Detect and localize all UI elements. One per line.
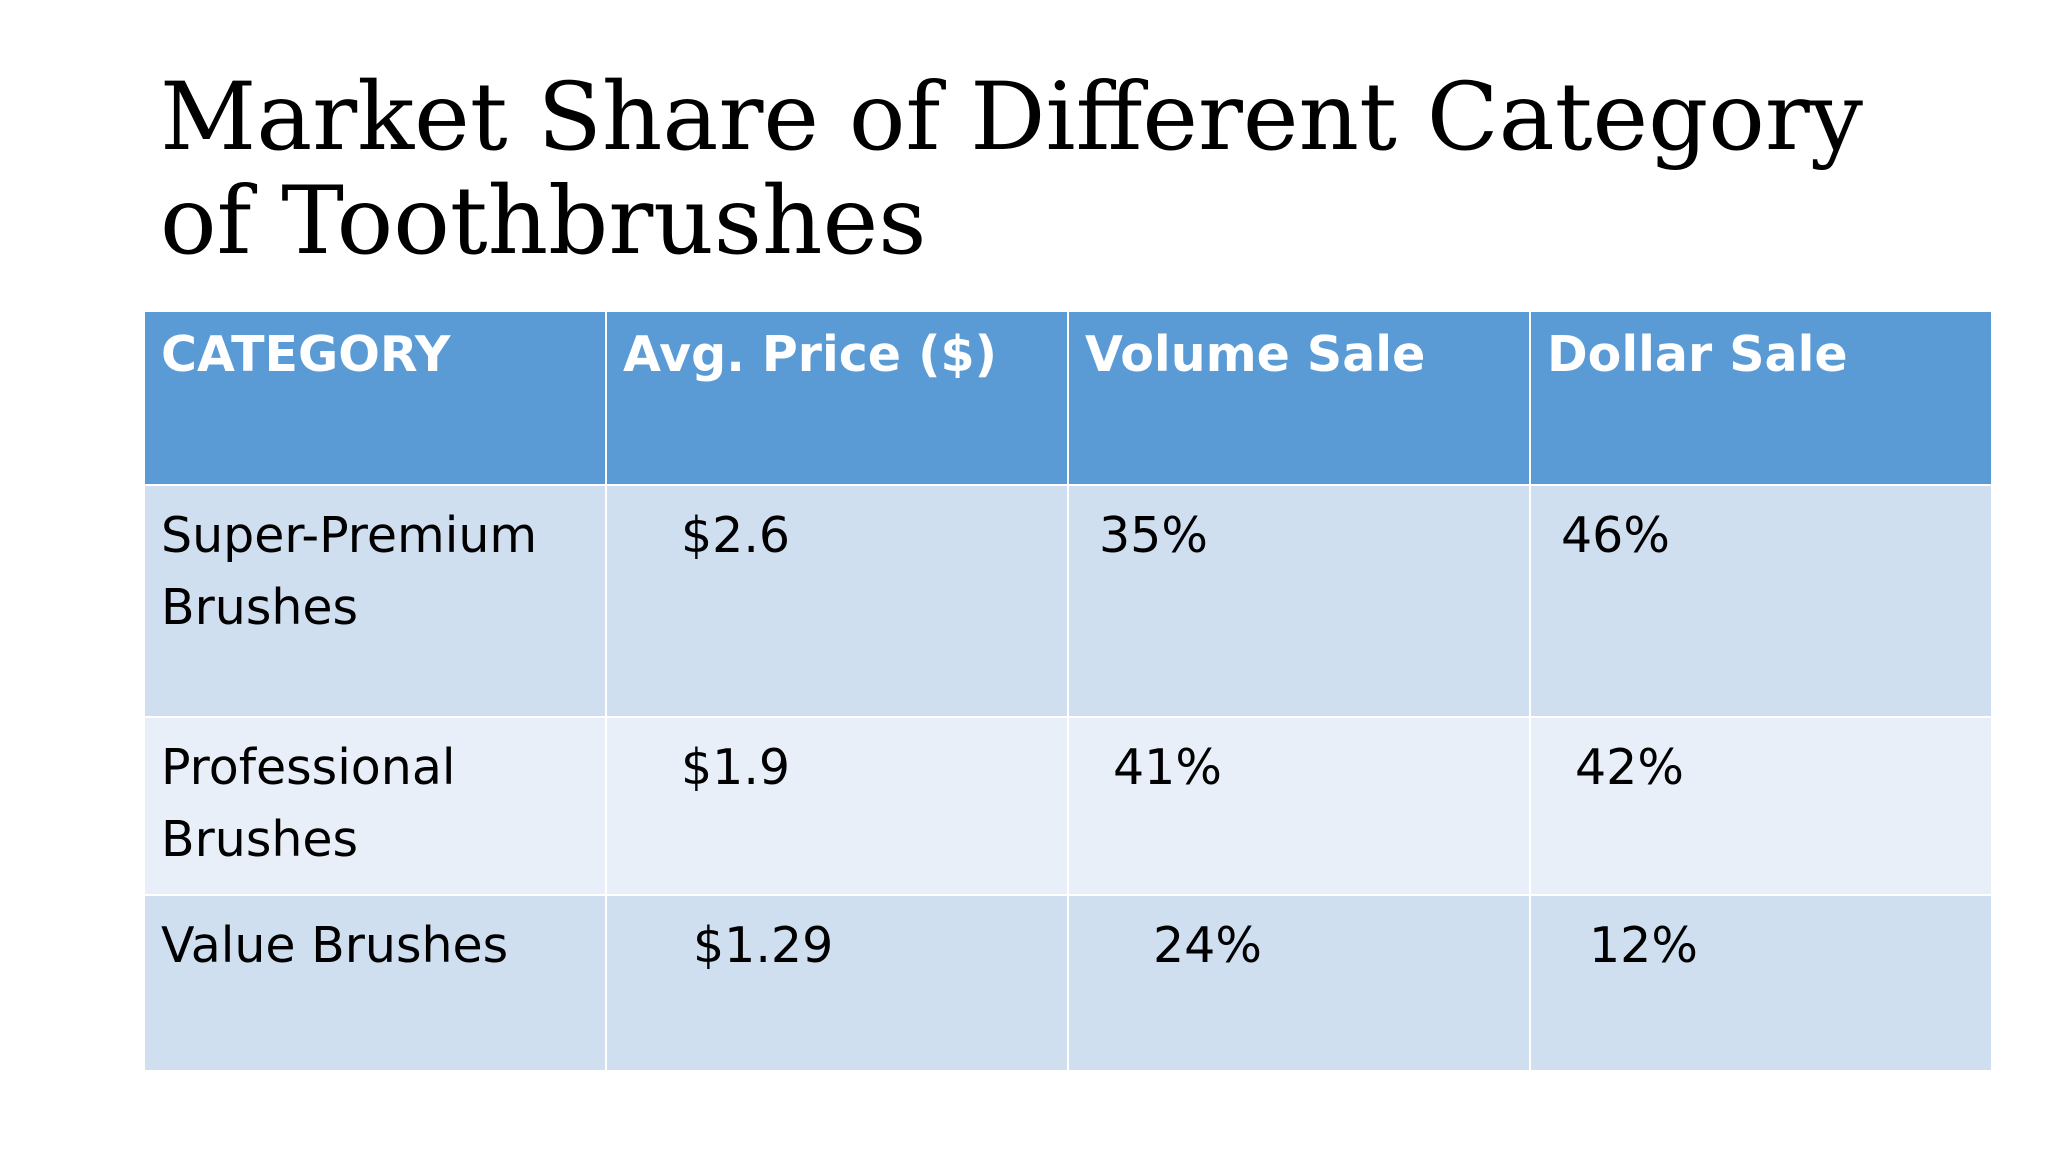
table-row: Professional Brushes $1.9 41% 42% [143,716,1993,896]
cell-avg-price: $2.6 [605,484,1069,718]
table-row: Super-Premium Brushes $2.6 35% 46% [143,484,1993,718]
table-header-row: CATEGORY Avg. Price ($) Volume Sale Doll… [143,310,1993,486]
cell-volume-sale: 24% [1067,894,1531,1072]
cell-dollar-sale: 12% [1529,894,1993,1072]
cell-category: Professional Brushes [143,716,607,896]
cell-avg-price: $1.9 [605,716,1069,896]
header-volume-sale: Volume Sale [1067,310,1531,486]
cell-dollar-sale: 42% [1529,716,1993,896]
table-row: Value Brushes $1.29 24% 12% [143,894,1993,1072]
market-share-table: CATEGORY Avg. Price ($) Volume Sale Doll… [143,310,1993,1072]
header-category: CATEGORY [143,310,607,486]
cell-category: Super-Premium Brushes [143,484,607,718]
cell-dollar-sale: 46% [1529,484,1993,718]
cell-category: Value Brushes [143,894,607,1072]
slide-title: Market Share of Different Category of To… [160,63,1863,276]
cell-avg-price: $1.29 [605,894,1069,1072]
header-avg-price: Avg. Price ($) [605,310,1069,486]
cell-volume-sale: 41% [1067,716,1531,896]
cell-volume-sale: 35% [1067,484,1531,718]
header-dollar-sale: Dollar Sale [1529,310,1993,486]
